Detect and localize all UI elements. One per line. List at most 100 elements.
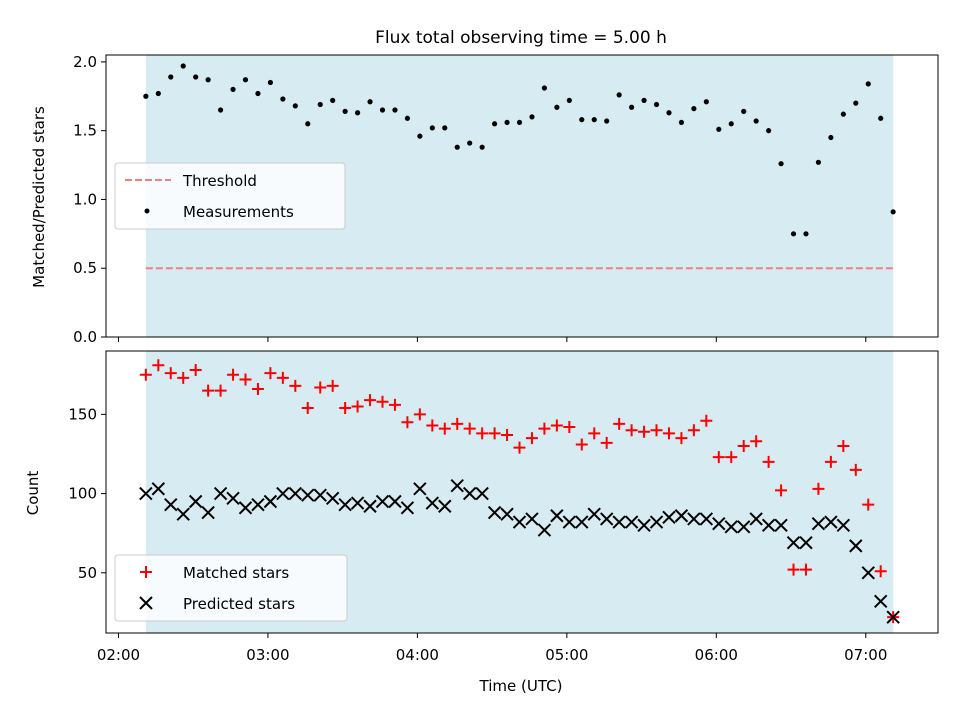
ratio-legend: Threshold Measurements bbox=[114, 162, 346, 230]
matched-star-point bbox=[214, 384, 227, 397]
measurement-point bbox=[205, 77, 211, 83]
predicted-star-point bbox=[550, 509, 564, 523]
predicted-star-point bbox=[164, 497, 178, 512]
predicted-star-point bbox=[338, 497, 352, 512]
count-legend: Matched stars Predicted stars bbox=[114, 554, 348, 622]
predicted-star-point bbox=[288, 486, 303, 501]
matched-star-point bbox=[575, 438, 588, 451]
count-marks bbox=[139, 359, 900, 624]
matched-star-point bbox=[264, 367, 277, 380]
ratio-ytick-label: 1.0 bbox=[73, 190, 97, 208]
measurement-point bbox=[790, 231, 797, 237]
ratio-ytick-label: 1.5 bbox=[73, 122, 97, 140]
predicted-star-point bbox=[512, 515, 527, 529]
measurement-point bbox=[467, 140, 473, 146]
ratio-frame bbox=[105, 54, 939, 338]
matched-star-point bbox=[326, 379, 339, 392]
matched-star-point bbox=[239, 373, 252, 386]
measurement-point bbox=[379, 107, 386, 113]
predicted-star-point bbox=[786, 535, 801, 550]
predicted-star-point bbox=[687, 512, 701, 526]
measurement-point bbox=[629, 104, 635, 110]
measurement-point bbox=[616, 92, 622, 98]
predicted-star-point bbox=[537, 523, 552, 537]
matched-star-point bbox=[837, 440, 850, 453]
predicted-star-point bbox=[674, 509, 689, 523]
measurement-point bbox=[890, 209, 896, 215]
measurement-point bbox=[429, 125, 435, 131]
predicted-star-point bbox=[325, 491, 340, 506]
ratio-y-axis: 0.0 0.5 1.0 1.5 2.0 bbox=[73, 53, 106, 346]
matched-legend-swatch bbox=[140, 566, 152, 578]
count-xtick-label: 07:00 bbox=[844, 646, 887, 664]
measurement-point bbox=[217, 107, 224, 113]
matched-star-point bbox=[376, 395, 389, 408]
predicted-star-point bbox=[861, 566, 875, 580]
ratio-legend-box bbox=[114, 162, 346, 230]
ratio-marks bbox=[143, 63, 896, 270]
predicted-star-point bbox=[649, 515, 664, 529]
matched-star-point bbox=[799, 563, 812, 576]
matched-star-point bbox=[675, 432, 688, 445]
count-ytick-label: 100 bbox=[68, 485, 97, 503]
matched-star-point bbox=[600, 436, 613, 449]
predicted-star-point bbox=[313, 488, 327, 502]
measurement-point bbox=[404, 115, 411, 121]
matched-star-point bbox=[501, 428, 514, 441]
measurement-point bbox=[392, 107, 398, 113]
measurement-point bbox=[491, 121, 498, 127]
measurement-point bbox=[691, 106, 697, 112]
predicted-star-point bbox=[450, 478, 464, 493]
predicted-star-point bbox=[139, 486, 153, 501]
measurement-point bbox=[193, 74, 199, 80]
matched-star-point bbox=[725, 451, 738, 464]
matched-star-point bbox=[164, 367, 177, 380]
ratio-ytick-label: 2.0 bbox=[73, 53, 97, 71]
predicted-star-point bbox=[873, 594, 888, 609]
measurement-point bbox=[853, 100, 859, 106]
predicted-star-point bbox=[587, 507, 601, 521]
predicted-star-point bbox=[475, 486, 489, 501]
matched-star-point bbox=[525, 432, 538, 445]
matched-star-point bbox=[588, 427, 601, 440]
measurement-point bbox=[230, 86, 236, 92]
matched-star-point bbox=[401, 416, 414, 429]
count-xtick-label: 02:00 bbox=[97, 646, 140, 664]
matched-star-point bbox=[824, 455, 837, 468]
ratio-panel: 0.00.51.01.52.0 Matched/Predicted stars … bbox=[30, 53, 939, 346]
measurement-point bbox=[840, 111, 846, 117]
ratio-ylabel: Matched/Predicted stars bbox=[30, 106, 48, 288]
measurement-point bbox=[666, 110, 672, 116]
measurement-point bbox=[442, 125, 448, 131]
predicted-star-point bbox=[425, 496, 440, 510]
measurement-point bbox=[267, 79, 274, 86]
measurement-point bbox=[292, 103, 298, 109]
measurement-point bbox=[878, 115, 884, 121]
measurement-point bbox=[280, 96, 286, 102]
predicted-star-point bbox=[375, 494, 390, 509]
predicted-star-point bbox=[201, 505, 215, 520]
matched-star-point bbox=[438, 422, 451, 435]
predicted-legend-label: Predicted stars bbox=[183, 595, 295, 613]
measurement-point bbox=[330, 97, 336, 103]
matched-star-point bbox=[351, 400, 364, 413]
matched-star-point bbox=[339, 402, 352, 415]
predicted-star-point bbox=[699, 512, 714, 526]
matched-star-point bbox=[276, 371, 289, 384]
matched-star-point bbox=[650, 424, 663, 437]
ratio-ytick-label: 0.5 bbox=[73, 259, 97, 277]
measurement-point bbox=[641, 97, 647, 103]
matched-star-point bbox=[762, 455, 775, 468]
matched-star-point bbox=[139, 368, 152, 381]
count-xtick-label: 05:00 bbox=[545, 646, 588, 664]
count-xtick-label: 06:00 bbox=[695, 646, 738, 664]
matched-star-point bbox=[177, 371, 190, 384]
matched-star-point bbox=[189, 364, 202, 377]
predicted-star-point bbox=[599, 512, 614, 526]
count-xlabel: Time (UTC) bbox=[479, 677, 563, 695]
predicted-star-point bbox=[736, 520, 751, 534]
measurement-point bbox=[778, 161, 784, 167]
predicted-star-point bbox=[500, 507, 514, 521]
measurement-point bbox=[354, 110, 361, 116]
predicted-star-point bbox=[462, 486, 477, 501]
